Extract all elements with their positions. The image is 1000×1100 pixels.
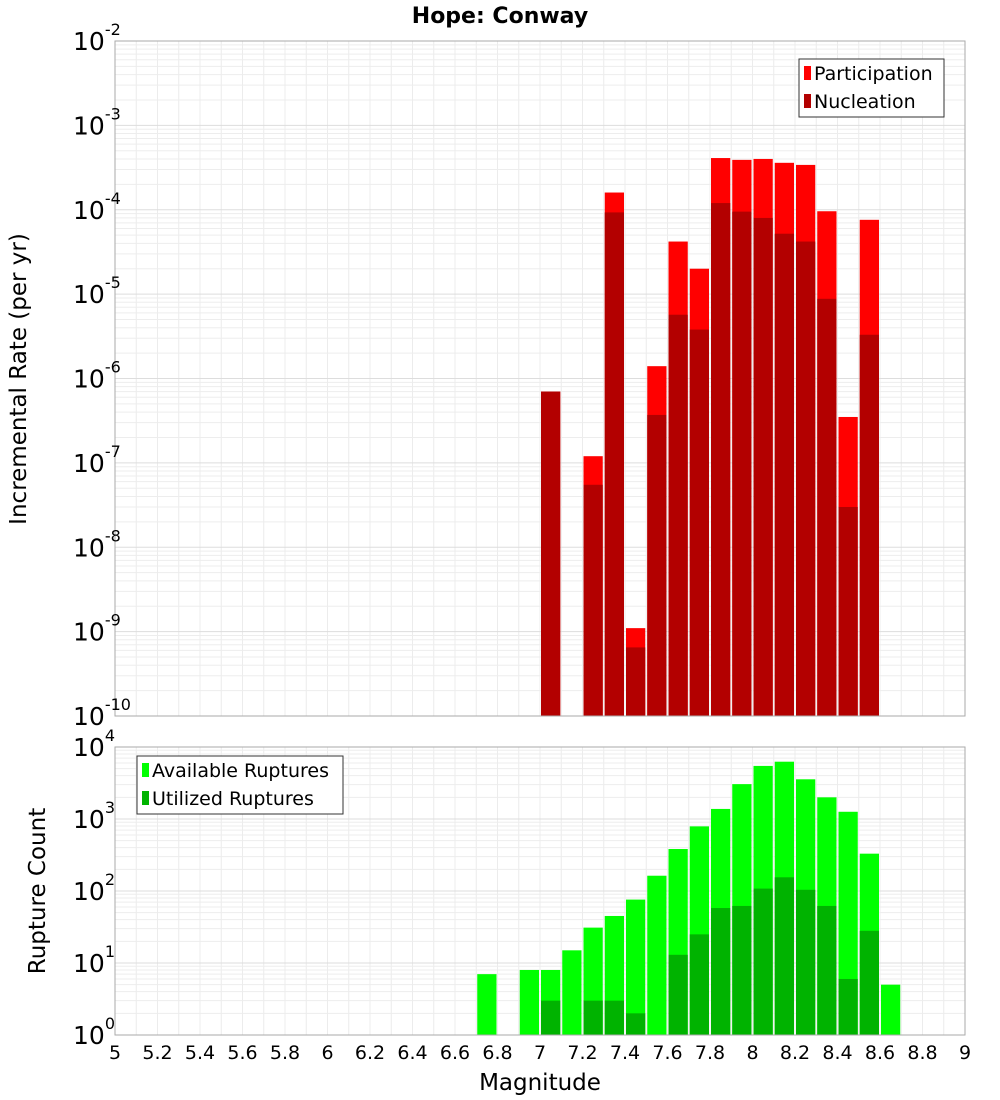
x-tick-label: 8.6: [865, 1042, 895, 1064]
x-tick-label: 7.2: [567, 1042, 597, 1064]
top-gridlines: [114, 41, 966, 717]
top-y-tick-label: 10-8: [73, 526, 121, 562]
bottom-bar-utilized-ruptures: [689, 934, 709, 1035]
bottom-bar-utilized-ruptures: [796, 889, 816, 1035]
bottom-bar-utilized-ruptures: [604, 1000, 624, 1035]
x-tick-label: 8: [746, 1042, 758, 1064]
x-tick-label: 7.4: [610, 1042, 640, 1064]
top-y-tick-label: 10-2: [73, 20, 121, 56]
bottom-bar-available-ruptures: [562, 950, 582, 1035]
x-tick-label: 7.8: [695, 1042, 725, 1064]
top-bar-nucleation: [838, 506, 858, 716]
bottom-legend: Available Ruptures Utilized Ruptures: [136, 755, 344, 815]
x-tick-label: 6.6: [440, 1042, 470, 1064]
x-axis-label: Magnitude: [479, 1070, 601, 1096]
bottom-gridlines: [114, 747, 966, 1036]
top-bar-nucleation: [689, 329, 709, 716]
top-bar-nucleation: [626, 647, 646, 716]
bottom-bar-utilized-ruptures: [753, 888, 773, 1035]
top-legend-label-participation: Participation: [814, 63, 933, 85]
top-legend-label-nucleation: Nucleation: [814, 91, 916, 113]
bottom-y-tick-label: 103: [73, 798, 115, 834]
bottom-plot-frame: [114, 746, 966, 1036]
bottom-bar-utilized-ruptures: [838, 978, 858, 1035]
top-bar-nucleation: [541, 391, 561, 716]
top-y-tick-label: 10-10: [73, 695, 131, 731]
bottom-y-tick-label: 104: [73, 726, 115, 762]
bottom-y-tick-label: 102: [73, 870, 115, 906]
top-series-nucleation: [541, 203, 879, 717]
bottom-bar-available-ruptures: [477, 974, 497, 1035]
bottom-legend-label-utilized-ruptures: Utilized Ruptures: [152, 788, 314, 810]
x-tick-labels: 5 5.2 5.4 5.6 5.8 6 6.2 6.4 6.6 6.8 7 7.2 7.4 7.6 7.8 8…: [109, 1042, 971, 1064]
top-bar-nucleation: [647, 414, 667, 716]
bottom-bar-available-ruptures: [647, 875, 667, 1035]
top-bar-nucleation: [583, 484, 603, 716]
x-tick-label: 8.2: [780, 1042, 810, 1064]
top-y-axis-label: Incremental Rate (per yr): [6, 233, 32, 525]
x-tick-label: 5.6: [227, 1042, 257, 1064]
x-tick-label: 5: [109, 1042, 121, 1064]
top-plot-frame: [114, 40, 966, 717]
x-tick-label: 8.4: [822, 1042, 852, 1064]
bottom-legend-box: [136, 755, 344, 815]
bottom-y-axis-label: Rupture Count: [25, 808, 51, 974]
x-tick-label: 5.2: [142, 1042, 172, 1064]
top-legend: Participation Nucleation: [798, 58, 945, 118]
x-tick-label: 9: [959, 1042, 971, 1064]
top-y-tick-label: 10-6: [73, 358, 121, 394]
top-y-tick-label: 10-4: [73, 189, 121, 225]
top-bar-nucleation: [604, 212, 624, 717]
x-tick-label: 7.6: [652, 1042, 682, 1064]
x-tick-label: 5.4: [185, 1042, 215, 1064]
bottom-bar-utilized-ruptures: [583, 1000, 603, 1035]
top-y-tick-label: 10-5: [73, 273, 121, 309]
bottom-bar-utilized-ruptures: [711, 908, 731, 1035]
top-bar-nucleation: [668, 314, 688, 716]
bottom-legend-swatch-utilized-ruptures: [142, 791, 149, 805]
top-bar-nucleation: [753, 217, 773, 716]
bottom-bar-available-ruptures: [881, 984, 901, 1035]
top-bar-nucleation: [796, 241, 816, 717]
bottom-bar-available-ruptures: [519, 969, 539, 1035]
bottom-bar-utilized-ruptures: [626, 1013, 646, 1035]
bottom-bar-utilized-ruptures: [817, 905, 837, 1035]
top-y-tick-label: 10-7: [73, 442, 121, 478]
top-y-tick-label: 10-9: [73, 611, 121, 647]
x-tick-label: 5.8: [270, 1042, 300, 1064]
top-plot-area: 10-10 10-9 10-8 10-7 10-6 10-5 10-4 10-3 10-2 Par…: [73, 20, 966, 731]
x-tick-label: 6.2: [355, 1042, 385, 1064]
top-bar-nucleation: [774, 233, 794, 716]
bottom-series-utilized-ruptures: [541, 877, 879, 1035]
bottom-legend-label-available-ruptures: Available Ruptures: [152, 760, 329, 782]
top-legend-swatch-participation: [804, 66, 811, 80]
x-tick-label: 8.8: [907, 1042, 937, 1064]
bottom-bar-available-ruptures: [626, 899, 646, 1035]
top-bar-nucleation: [711, 203, 731, 716]
top-bar-nucleation: [817, 298, 837, 716]
bottom-bar-utilized-ruptures: [859, 930, 879, 1035]
bottom-legend-swatch-available-ruptures: [142, 763, 149, 777]
top-bar-nucleation: [859, 334, 879, 716]
top-bar-nucleation: [732, 211, 752, 716]
top-legend-box: [798, 58, 945, 118]
bottom-bar-utilized-ruptures: [774, 877, 794, 1035]
chart-title: Hope: Conway: [412, 4, 588, 29]
top-legend-swatch-nucleation: [804, 94, 811, 108]
bottom-y-tick-label: 101: [73, 942, 115, 978]
x-tick-label: 7: [534, 1042, 546, 1064]
bottom-bar-utilized-ruptures: [668, 954, 688, 1035]
bottom-bar-utilized-ruptures: [732, 905, 752, 1035]
bottom-bar-utilized-ruptures: [541, 1000, 561, 1035]
x-tick-label: 6.4: [397, 1042, 427, 1064]
top-y-tick-label: 10-3: [73, 104, 121, 140]
x-tick-label: 6: [321, 1042, 333, 1064]
x-tick-label: 6.8: [482, 1042, 512, 1064]
